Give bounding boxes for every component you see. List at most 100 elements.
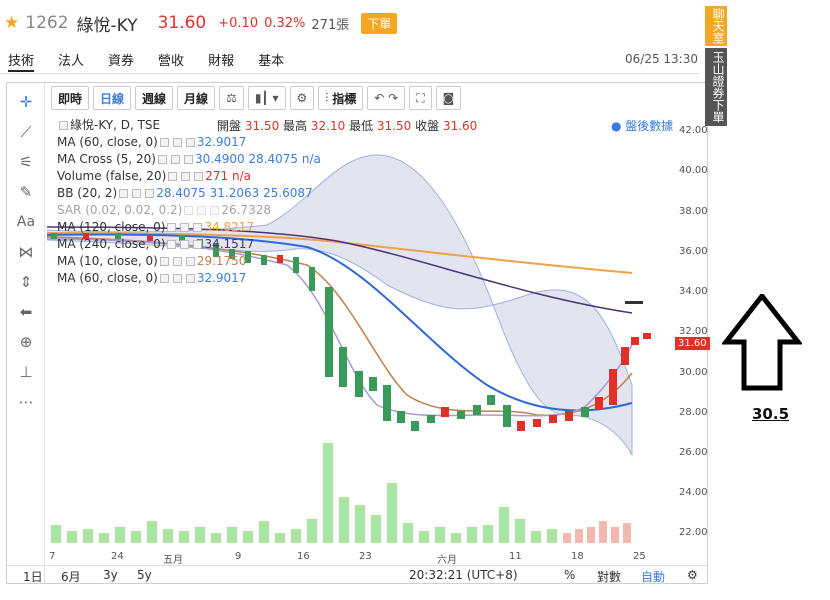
close-icon[interactable]	[185, 138, 195, 147]
broker-order-button[interactable]: 玉山證券下單	[705, 48, 727, 126]
tab-revenue[interactable]: 營收	[158, 54, 185, 69]
y-tick: 34.00	[679, 286, 708, 297]
legend-row[interactable]: BB (20, 2) 28.4075 31.2063 25.6087	[57, 185, 321, 202]
high-value: 32.10	[310, 119, 346, 133]
monthly-button[interactable]: 月線	[177, 86, 216, 110]
after-hours-link[interactable]: ● 盤後數據	[611, 119, 674, 133]
eye-icon[interactable]	[184, 206, 194, 215]
arrow-left-icon[interactable]: ⬅	[19, 303, 33, 321]
line-tool-icon[interactable]: ⟋	[20, 123, 32, 141]
compare-icon[interactable]: ⚖	[219, 86, 244, 110]
range-1d[interactable]: 1日	[23, 570, 43, 584]
eye-icon[interactable]	[157, 155, 167, 164]
log-toggle[interactable]: 對數	[597, 570, 622, 584]
weekly-button[interactable]: 週線	[135, 86, 174, 110]
eye-icon[interactable]	[167, 223, 177, 232]
open-value: 31.50	[244, 119, 280, 133]
legend-row[interactable]: Volume (false, 20) 271 n/a	[57, 168, 321, 185]
undo-redo-icon[interactable]: ↶ ↷	[367, 86, 406, 110]
legend-value: 271 n/a	[205, 169, 251, 183]
gear-icon[interactable]	[180, 223, 190, 232]
daily-button[interactable]: 日線	[93, 86, 132, 110]
gear-icon[interactable]	[197, 206, 207, 215]
legend-row[interactable]: MA (240, close, 0) 34.1517	[57, 236, 321, 253]
x-tick: 六月	[437, 555, 457, 566]
brush-icon[interactable]: ✎	[19, 183, 33, 201]
settings-icon[interactable]: ⚙	[289, 86, 315, 110]
gear-icon[interactable]	[132, 189, 142, 198]
x-tick: 7	[49, 551, 56, 562]
close-icon[interactable]	[185, 257, 195, 266]
crosshair-icon[interactable]: ✛	[19, 93, 33, 111]
x-tick: 25	[633, 551, 646, 562]
order-button[interactable]: 下單	[361, 12, 398, 34]
indicators-label: 指標	[332, 91, 357, 106]
close-icon[interactable]	[145, 189, 155, 198]
auto-toggle[interactable]: 自動	[641, 570, 666, 584]
ruler-icon[interactable]: ⊥	[19, 363, 33, 381]
legend-row[interactable]: MA (60, close, 0) 32.9017	[57, 270, 321, 287]
range-6m[interactable]: 6月	[61, 570, 81, 584]
measure-tool-icon[interactable]: ⇕	[19, 273, 33, 291]
close-icon[interactable]	[194, 172, 204, 181]
range-5y[interactable]: 5y	[137, 568, 152, 582]
legend-row[interactable]: MA Cross (5, 20) 30.4900 28.4075 n/a	[57, 151, 321, 168]
settings-icon[interactable]: ⚙	[687, 568, 698, 582]
legend-label: MA (10, close, 0)	[57, 254, 158, 268]
close-icon[interactable]	[210, 206, 220, 215]
ma60-line	[47, 226, 633, 314]
legend-value: 28.4075 31.2063 25.6087	[156, 186, 313, 200]
zoom-icon[interactable]: ⊕	[19, 333, 33, 351]
eye-icon[interactable]	[159, 274, 169, 283]
pattern-tool-icon[interactable]: ⋈	[18, 243, 34, 261]
realtime-button[interactable]: 即時	[51, 86, 90, 110]
tab-technical[interactable]: 技術	[8, 48, 35, 72]
y-tick: 42.00	[679, 125, 708, 136]
close-icon[interactable]	[183, 155, 193, 164]
gear-icon[interactable]	[172, 138, 182, 147]
close-icon[interactable]	[185, 274, 195, 283]
fullscreen-icon[interactable]: ⛶	[409, 86, 432, 110]
clock-readout: 20:32:21 (UTC+8)	[409, 568, 518, 582]
y-tick: 40.00	[679, 165, 708, 176]
fib-tool-icon[interactable]: ⚟	[19, 153, 33, 171]
eye-icon[interactable]	[159, 257, 169, 266]
candle-type-icon[interactable]: ▮┃ ▾	[247, 86, 286, 110]
y-tick: 26.00	[679, 447, 708, 458]
legend-row[interactable]: SAR (0.02, 0.02, 0.2) 26.7328	[57, 202, 321, 219]
eye-icon[interactable]	[159, 138, 169, 147]
legend-row[interactable]: MA (60, close, 0) 32.9017	[57, 134, 321, 151]
chat-room-button[interactable]: 聊天室	[705, 6, 727, 46]
time-axis[interactable]: 7 24 五月 9 16 23 六月 11 18 25	[47, 549, 655, 566]
legend-value: 34.1517	[204, 237, 255, 251]
tab-basic[interactable]: 基本	[258, 54, 285, 69]
tab-institutional[interactable]: 法人	[58, 54, 85, 69]
price-plot[interactable]	[47, 115, 655, 545]
gear-icon[interactable]	[180, 240, 190, 249]
gear-icon[interactable]	[172, 257, 182, 266]
close-icon[interactable]	[193, 223, 203, 232]
gear-icon[interactable]	[172, 274, 182, 283]
eye-icon[interactable]	[167, 240, 177, 249]
eye-icon[interactable]	[119, 189, 129, 198]
legend-row[interactable]: MA (120, close, 0) 34.8217	[57, 219, 321, 236]
camera-icon[interactable]: ◙	[435, 86, 462, 110]
legend-row[interactable]: MA (10, close, 0) 29.1750	[57, 253, 321, 270]
range-3y[interactable]: 3y	[103, 568, 118, 582]
eye-icon[interactable]	[168, 172, 178, 181]
text-tool-icon[interactable]: Aa	[16, 214, 36, 230]
y-tick: 30.00	[679, 367, 708, 378]
tab-margin[interactable]: 資券	[108, 54, 135, 69]
percent-toggle[interactable]: %	[564, 568, 576, 582]
price-axis[interactable]: 42.00 40.00 38.00 36.00 34.00 32.00 30.0…	[657, 115, 708, 545]
indicators-button[interactable]: ⫶ 指標	[318, 86, 364, 110]
gear-icon[interactable]	[170, 155, 180, 164]
chart-toolbar: 即時 日線 週線 月線 ⚖ ▮┃ ▾ ⚙ ⫶ 指標 ↶ ↷ ⛶ ◙	[51, 86, 462, 110]
close-icon[interactable]	[193, 240, 203, 249]
legend-label: SAR (0.02, 0.02, 0.2)	[57, 203, 183, 217]
collapse-icon[interactable]	[59, 121, 68, 130]
tab-financials[interactable]: 財報	[208, 54, 235, 69]
star-icon[interactable]: ★	[4, 13, 20, 33]
gear-icon[interactable]	[181, 172, 191, 181]
more-icon[interactable]: ⋯	[18, 393, 34, 411]
